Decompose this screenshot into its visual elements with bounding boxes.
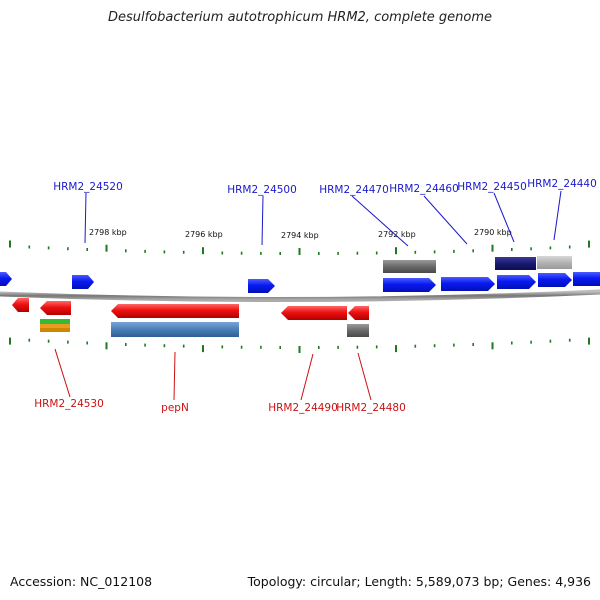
label-hrm2-24490[interactable]: HRM2_24490 xyxy=(268,402,338,414)
gene-hrm2-24440[interactable] xyxy=(538,273,572,287)
forward-leader-lines xyxy=(84,190,562,247)
scale-ticks-top xyxy=(9,240,590,255)
feature-steel-pepn[interactable] xyxy=(111,322,239,337)
feature-navy-24450[interactable] xyxy=(495,257,536,270)
gene-forward-edge-right[interactable] xyxy=(573,272,600,286)
scale-label-2790: 2790 kbp xyxy=(474,228,512,237)
gene-pepn[interactable] xyxy=(111,304,239,318)
feature-orange-24530[interactable] xyxy=(40,324,70,328)
figure-title: Desulfobacterium autotrophicum HRM2, com… xyxy=(107,10,493,25)
label-hrm2-24460[interactable]: HRM2_24460 xyxy=(389,183,459,195)
feature-light-24440[interactable] xyxy=(537,256,572,269)
reverse-leader-lines xyxy=(54,348,372,401)
gene-hrm2-24530[interactable] xyxy=(40,301,71,315)
genome-backbone xyxy=(0,289,600,303)
gene-hrm2-24460[interactable] xyxy=(441,277,495,291)
forward-genes xyxy=(0,272,600,293)
forward-features xyxy=(383,256,572,273)
scale-label-2792: 2792 kbp xyxy=(378,230,416,239)
label-hrm2-24440[interactable]: HRM2_24440 xyxy=(527,178,597,190)
gene-hrm2-24500[interactable] xyxy=(248,279,275,293)
label-pepn[interactable]: pepN xyxy=(161,402,189,414)
scale-label-2794: 2794 kbp xyxy=(281,231,319,240)
reverse-genes xyxy=(12,298,369,320)
label-hrm2-24450[interactable]: HRM2_24450 xyxy=(457,181,527,193)
gene-hrm2-24520[interactable] xyxy=(72,275,94,289)
feature-amber-24530[interactable] xyxy=(40,328,70,332)
label-hrm2-24480[interactable]: HRM2_24480 xyxy=(336,402,406,414)
leader-hrm2-24440 xyxy=(553,190,562,241)
label-hrm2-24520[interactable]: HRM2_24520 xyxy=(53,181,123,193)
feature-green-24530[interactable] xyxy=(40,319,70,324)
gene-hrm2-24490[interactable] xyxy=(281,306,347,320)
scale-ticks-bottom xyxy=(9,337,590,353)
gene-forward-edge-left[interactable] xyxy=(0,272,12,286)
label-hrm2-24470[interactable]: HRM2_24470 xyxy=(319,184,389,196)
leader-hrm2-24490 xyxy=(300,353,314,401)
leader-hrm2-24460 xyxy=(423,195,468,245)
reverse-features xyxy=(40,319,369,337)
leader-hrm2-24470 xyxy=(351,195,409,247)
leader-pepn xyxy=(173,351,176,401)
label-hrm2-24530[interactable]: HRM2_24530 xyxy=(34,398,104,410)
gene-hrm2-24450[interactable] xyxy=(497,275,536,289)
label-hrm2-24500[interactable]: HRM2_24500 xyxy=(227,184,297,196)
genome-summary-text: Topology: circular; Length: 5,589,073 bp… xyxy=(247,574,591,589)
leader-hrm2-24500 xyxy=(261,195,264,246)
feature-gray-24470[interactable] xyxy=(383,260,436,273)
leader-hrm2-24530 xyxy=(54,348,71,398)
scale-label-2798: 2798 kbp xyxy=(89,228,127,237)
leader-hrm2-24480 xyxy=(357,352,372,401)
feature-gray-24480[interactable] xyxy=(347,324,369,337)
gene-hrm2-24480[interactable] xyxy=(348,306,369,320)
gene-reverse-edge-left[interactable] xyxy=(12,298,29,312)
leader-hrm2-24450 xyxy=(493,192,515,243)
reverse-gene-labels: HRM2_24530 pepN HRM2_24490 HRM2_24480 xyxy=(34,398,406,414)
forward-gene-labels: HRM2_24520 HRM2_24500 HRM2_24470 HRM2_24… xyxy=(53,178,597,196)
accession-text: Accession: NC_012108 xyxy=(10,574,153,589)
gene-hrm2-24470[interactable] xyxy=(383,278,436,292)
leader-hrm2-24520 xyxy=(84,192,87,244)
scale-label-2796: 2796 kbp xyxy=(185,230,223,239)
